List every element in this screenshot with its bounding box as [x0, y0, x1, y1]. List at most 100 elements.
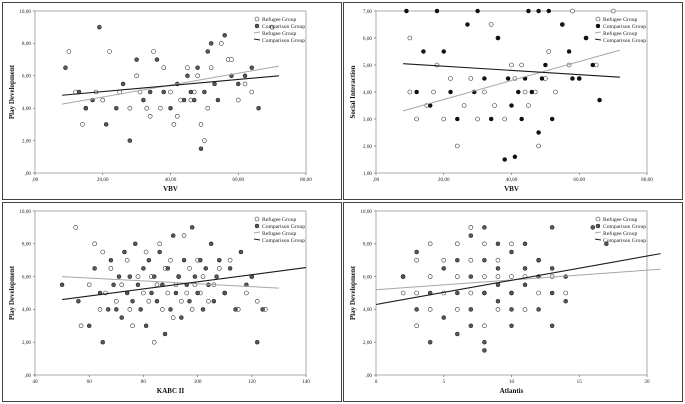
comparison-point: [233, 307, 238, 312]
refugee-point: [536, 143, 541, 149]
refugee-point: [92, 241, 97, 247]
comparison-point: [105, 307, 111, 312]
refugee-point: [141, 290, 146, 296]
y-tick-label: 5,00: [363, 63, 372, 69]
refugee-point: [184, 290, 190, 296]
comparison-point: [570, 76, 575, 81]
refugee-point: [119, 282, 125, 288]
refugee-point: [227, 257, 233, 263]
comparison-point: [147, 89, 153, 95]
chart-svg-atlantis-play: ,00 2,00 4,00 6,00 8,00 10,00 0 5 10 15 20 Atlantis…: [349, 209, 661, 395]
refugee-point: [160, 307, 165, 312]
x-tick-label: 40,00: [165, 177, 177, 183]
legend-refugee-label: Refugee Group: [262, 216, 297, 223]
comparison-point: [249, 65, 255, 70]
comparison-point: [188, 89, 194, 95]
comparison-point: [111, 282, 116, 288]
comparison-point: [203, 266, 208, 271]
comparison-point: [154, 57, 160, 62]
legend-comparison-label: Comparison Group: [262, 224, 305, 230]
chart-panel-atlantis-play: ,00 2,00 4,00 6,00 8,00 10,00 0 5 10 15 20 Atlantis…: [343, 202, 683, 402]
chart-svg-vbv-social: 1,00 2,00 3,00 4,00 5,00 6,00 7,00 ,00 20,00 40,0…: [349, 8, 653, 193]
x-axis-label: VBV: [163, 185, 178, 193]
comparison-point: [179, 315, 184, 320]
comparison-point: [168, 307, 173, 312]
comparison-point: [173, 290, 179, 296]
x-tick-label: 20: [644, 379, 650, 385]
refugee-point: [127, 307, 133, 312]
legend-comparison-line-label: Comparison Group: [603, 38, 646, 44]
refugee-point: [519, 62, 524, 68]
comparison-point: [455, 116, 460, 122]
comparison-point: [119, 315, 124, 320]
comparison-point: [236, 81, 241, 87]
comparison-point: [116, 274, 122, 279]
comparison-point: [455, 331, 460, 337]
comparison-point: [455, 257, 460, 263]
comparison-point: [242, 73, 248, 79]
refugee-point: [495, 307, 501, 312]
refugee-point: [168, 89, 173, 95]
refugee-point: [414, 116, 419, 122]
comparison-point: [238, 249, 244, 255]
refugee-point: [610, 8, 616, 14]
comparison-point: [549, 116, 555, 122]
chart-panel-vbv-social: 1,00 2,00 3,00 4,00 5,00 6,00 7,00 ,00 20,00 40,0…: [343, 2, 683, 200]
refugee-point: [427, 241, 433, 247]
comparison-point: [482, 225, 487, 230]
comparison-point: [549, 225, 555, 230]
comparison-point: [509, 249, 514, 255]
refugee-point: [488, 22, 494, 27]
y-tick-label: 10,00: [19, 209, 31, 215]
x-tick-label: 0: [375, 379, 378, 385]
comparison-point: [141, 97, 146, 103]
refugee-point: [97, 307, 103, 312]
legend-comparison-marker: [254, 23, 260, 29]
comparison-point: [63, 65, 68, 70]
legend-comparison-line: [594, 38, 602, 41]
comparison-point: [488, 116, 494, 122]
comparison-point: [202, 89, 207, 95]
legend-comparison-marker: [595, 23, 601, 29]
comparison-point: [583, 35, 589, 41]
y-tick-label: ,00: [366, 373, 373, 379]
y-tick-label: 1,00: [363, 171, 372, 177]
y-tick-label: 6,00: [22, 274, 31, 280]
y-tick-label: 6,00: [363, 36, 372, 42]
chart-svg-vbv-play: ,00 2,00 4,00 6,00 8,00 10,00 ,00 20,00 40,00 60,…: [8, 9, 312, 193]
comparison-point: [254, 339, 260, 345]
comparison-point: [563, 298, 568, 304]
legend-refugee-label: Refugee Group: [603, 16, 638, 23]
refugee-point: [229, 57, 234, 62]
comparison-fit-line: [62, 267, 307, 301]
legend-refugee-marker: [254, 16, 260, 22]
comparison-point: [414, 307, 419, 312]
legend-comparison-marker: [595, 223, 601, 229]
legend-comparison-marker: [254, 223, 260, 229]
y-tick-label: 6,00: [363, 274, 372, 280]
x-tick-label: 140: [302, 379, 310, 385]
y-tick-label: 7,00: [363, 9, 372, 15]
comparison-point: [138, 307, 143, 312]
refugee-point: [144, 105, 150, 111]
refugee-point: [108, 266, 114, 271]
comparison-point: [185, 73, 190, 79]
refugee-point: [134, 73, 139, 79]
y-tick-label: 4,00: [363, 307, 372, 313]
comparison-point: [577, 76, 582, 81]
comparison-point: [76, 298, 81, 304]
comparison-point: [512, 154, 518, 160]
x-tick-label: 60: [87, 379, 93, 385]
comparison-point: [192, 274, 198, 279]
refugee-point: [187, 266, 192, 271]
refugee-point: [114, 298, 119, 304]
refugee-point: [78, 323, 84, 329]
x-tick-label: 40: [32, 379, 38, 385]
refugee-point: [414, 257, 419, 263]
y-axis-label: Play Development: [349, 265, 357, 320]
refugee-point: [468, 290, 474, 296]
comparison-point: [549, 323, 555, 329]
comparison-point: [482, 348, 487, 353]
refugee-point: [455, 307, 460, 312]
refugee-point: [249, 89, 255, 95]
